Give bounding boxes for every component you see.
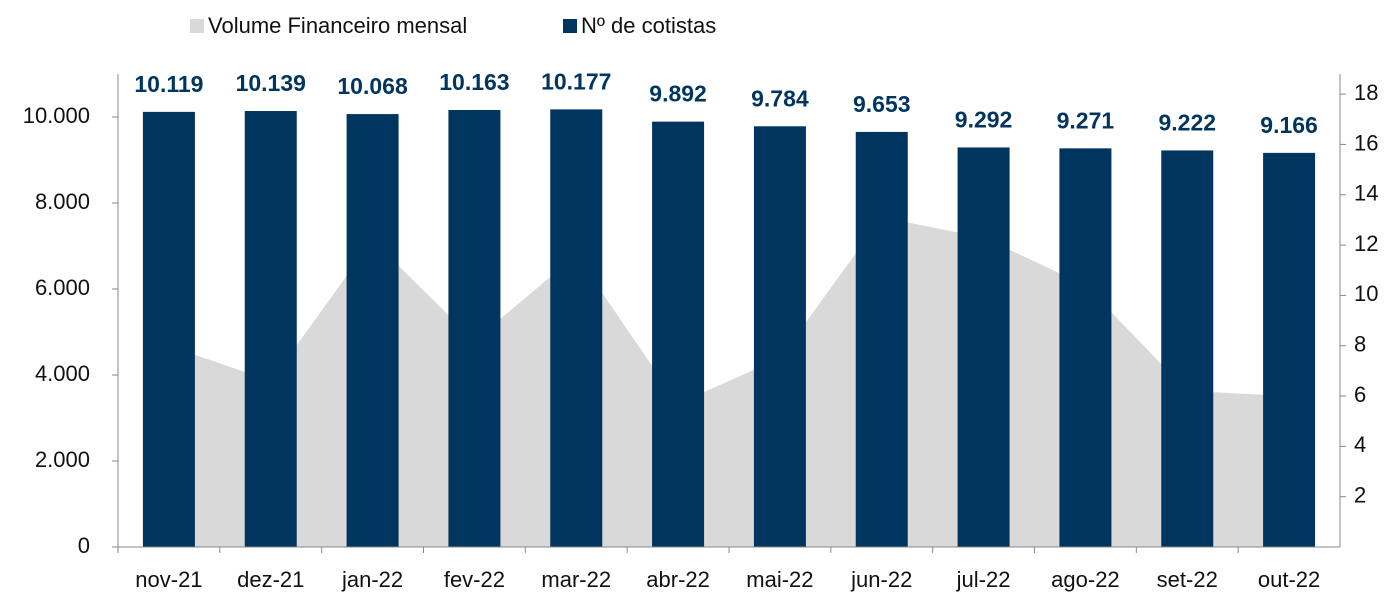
y2-tick-label: 18	[1354, 80, 1378, 105]
y2-tick-label: 10	[1354, 281, 1378, 306]
value-label: 9.222	[1158, 110, 1216, 136]
x-tick-label: dez-21	[237, 567, 304, 592]
bar	[448, 109, 501, 547]
x-tick-label: jul-22	[956, 567, 1011, 592]
bar	[550, 109, 603, 547]
y-tick-label: 10.000	[23, 103, 90, 128]
value-label: 9.892	[649, 81, 707, 107]
legend-label: Nº de cotistas	[581, 13, 716, 38]
x-tick-label: jan-22	[341, 567, 403, 592]
x-tick-label: out-22	[1258, 567, 1320, 592]
y2-tick-label: 8	[1354, 332, 1366, 357]
bar	[244, 111, 297, 547]
value-label: 9.166	[1260, 112, 1318, 138]
bar	[652, 121, 705, 548]
x-tick-label: nov-21	[135, 567, 202, 592]
y2-tick-label: 14	[1354, 181, 1378, 206]
value-label: 10.139	[236, 70, 306, 96]
bar	[855, 131, 908, 547]
y-tick-label: 6.000	[35, 275, 90, 300]
bar	[1161, 150, 1214, 548]
value-label: 10.119	[134, 71, 203, 97]
x-tick-label: set-22	[1157, 567, 1218, 592]
value-label: 9.653	[853, 91, 911, 117]
x-tick-label: fev-22	[444, 567, 505, 592]
y2-tick-label: 2	[1354, 482, 1366, 507]
y2-tick-label: 12	[1354, 231, 1378, 256]
bar	[753, 126, 806, 548]
value-label: 10.177	[541, 68, 611, 94]
x-tick-label: mai-22	[746, 567, 813, 592]
y2-tick-label: 4	[1354, 432, 1366, 457]
value-label: 9.784	[751, 85, 809, 111]
y-tick-label: 8.000	[35, 189, 90, 214]
bar	[142, 111, 195, 548]
area	[168, 217, 1290, 547]
y2-tick-label: 6	[1354, 382, 1366, 407]
value-label: 9.292	[955, 107, 1013, 133]
legend-label: Volume Financeiro mensal	[208, 13, 467, 38]
bar	[1059, 148, 1112, 548]
x-tick-label: jun-22	[850, 567, 912, 592]
bar	[346, 114, 399, 548]
x-tick-label: ago-22	[1051, 567, 1120, 592]
y-tick-label: 0	[78, 533, 90, 558]
x-tick-label: mar-22	[541, 567, 611, 592]
y-tick-label: 4.000	[35, 361, 90, 386]
y-tick-label: 2.000	[35, 447, 90, 472]
x-tick-label: abr-22	[646, 567, 710, 592]
bar	[1263, 152, 1316, 547]
legend-swatch	[563, 19, 577, 33]
y2-tick-label: 16	[1354, 130, 1378, 155]
value-label: 10.068	[337, 73, 408, 99]
value-label: 10.163	[439, 69, 509, 95]
bar	[957, 147, 1010, 547]
value-label: 9.271	[1057, 107, 1115, 133]
legend-swatch	[190, 19, 204, 33]
